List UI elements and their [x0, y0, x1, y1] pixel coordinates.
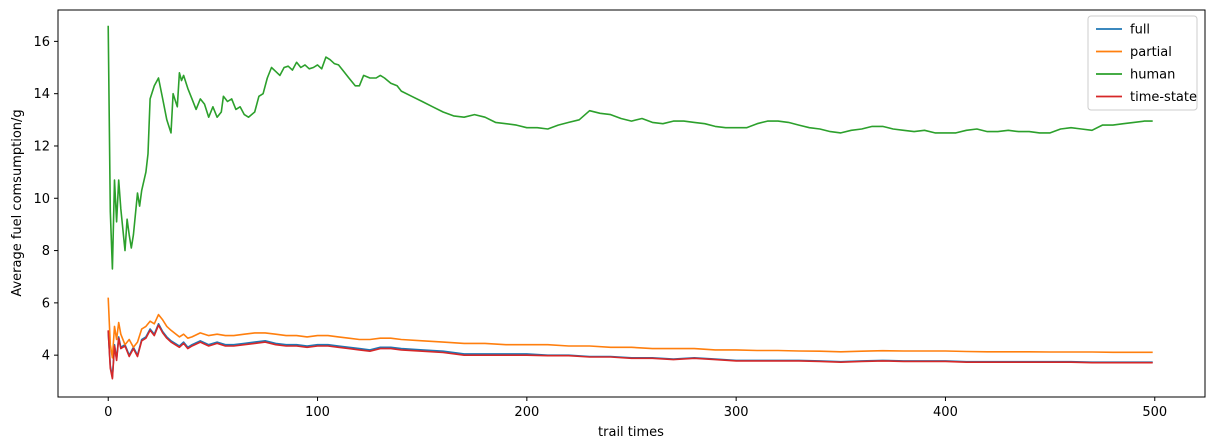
x-tick-label: 100 — [305, 405, 330, 420]
y-axis-label: Average fuel comsumption/g — [10, 109, 25, 296]
y-tick-label: 14 — [33, 87, 50, 102]
legend-label-partial: partial — [1130, 45, 1172, 60]
legend: full partial human time-state — [1087, 15, 1198, 111]
legend-label-full: full — [1130, 23, 1150, 38]
series-line-human — [107, 25, 1153, 270]
y-tick-label: 16 — [33, 35, 50, 50]
x-tick-label: 300 — [724, 405, 749, 420]
y-tick-label: 10 — [33, 192, 50, 207]
x-tick-label: 0 — [104, 405, 112, 420]
series-layer — [107, 25, 1153, 380]
x-tick-label: 500 — [1142, 405, 1167, 420]
legend-label-human: human — [1130, 68, 1175, 83]
x-axis-label: trail times — [598, 425, 664, 440]
y-tick-label: 4 — [42, 349, 50, 364]
x-tick-label: 200 — [514, 405, 539, 420]
legend-label-time-state: time-state — [1130, 90, 1197, 105]
plot-frame — [57, 9, 1206, 398]
x-tick-label: 400 — [933, 405, 958, 420]
legend-box — [1087, 15, 1198, 111]
x-axis-ticks: 0 100 200 300 400 500 — [104, 397, 1167, 420]
y-tick-label: 12 — [33, 139, 50, 154]
y-tick-label: 8 — [42, 244, 50, 259]
y-tick-label: 6 — [42, 296, 50, 311]
series-line-time-state — [107, 324, 1153, 380]
series-line-partial — [107, 297, 1153, 359]
y-axis-ticks: 4 6 8 10 12 14 16 — [33, 35, 58, 364]
